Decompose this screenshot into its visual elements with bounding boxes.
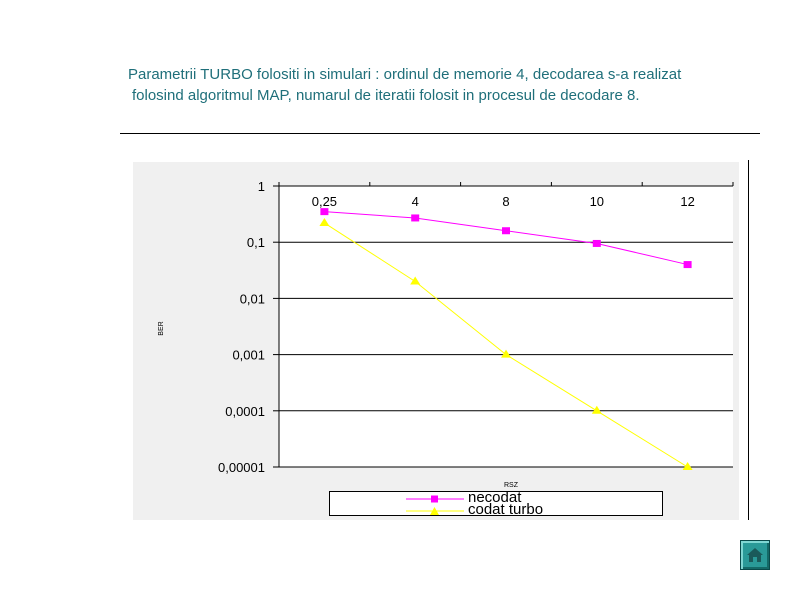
data-point-necodat [683,261,692,269]
data-point-codat-turbo [682,462,693,470]
x-tick-label: 12 [680,194,694,209]
slide-description-line-2: folosind algoritmul MAP, numarul de iter… [132,87,640,104]
y-tick-label: 0,001 [232,348,265,363]
chart-legend: necodat codat turbo [329,489,664,518]
data-point-necodat [502,227,510,235]
y-tick-label: 0,0001 [225,404,265,419]
ber-chart: 1 0,1 0,01 0,001 0,0001 0,00001 0,25 4 8 10 12 RSZ B… [158,179,734,489]
legend-swatch-codat-turbo [406,507,464,515]
legend-item-codat-turbo: codat turbo [330,501,664,518]
y-tick-label: 1 [258,179,265,194]
slide-description-line-1: Parametrii TURBO folositi in simulari : … [128,66,682,83]
data-point-codat-turbo [410,276,421,285]
x-tick-label: 0,25 [312,194,337,209]
y-tick-label: 0,01 [240,291,265,306]
legend-label-necodat: necodat [468,489,522,506]
x-tick-label: 8 [502,194,509,209]
data-point-codat-turbo [319,217,330,226]
vertical-divider [748,160,749,520]
data-point-necodat [320,208,329,216]
data-point-necodat [592,239,601,247]
horizontal-divider [120,133,760,134]
home-icon [747,548,763,562]
legend-label-codat-turbo: codat turbo [468,501,544,518]
data-point-necodat [411,214,420,222]
x-tick-label: 4 [412,194,419,209]
data-point-codat-turbo [501,349,511,358]
legend-item-necodat: necodat [330,489,664,506]
home-button[interactable] [740,540,770,570]
x-tick-label: 10 [590,194,604,209]
x-axis-title: RSZ [504,482,519,489]
chart-area: 1 0,1 0,01 0,001 0,0001 0,00001 0,25 4 8 10 12 RSZ B… [133,162,739,520]
y-axis-title: BER [158,321,165,335]
legend-swatch-necodat [406,495,464,503]
slide-description: Parametrii TURBO folositi in simulari : … [128,64,768,106]
y-tick-label: 0,00001 [218,460,265,475]
y-tick-label: 0,1 [247,235,265,250]
data-point-codat-turbo [591,405,602,414]
